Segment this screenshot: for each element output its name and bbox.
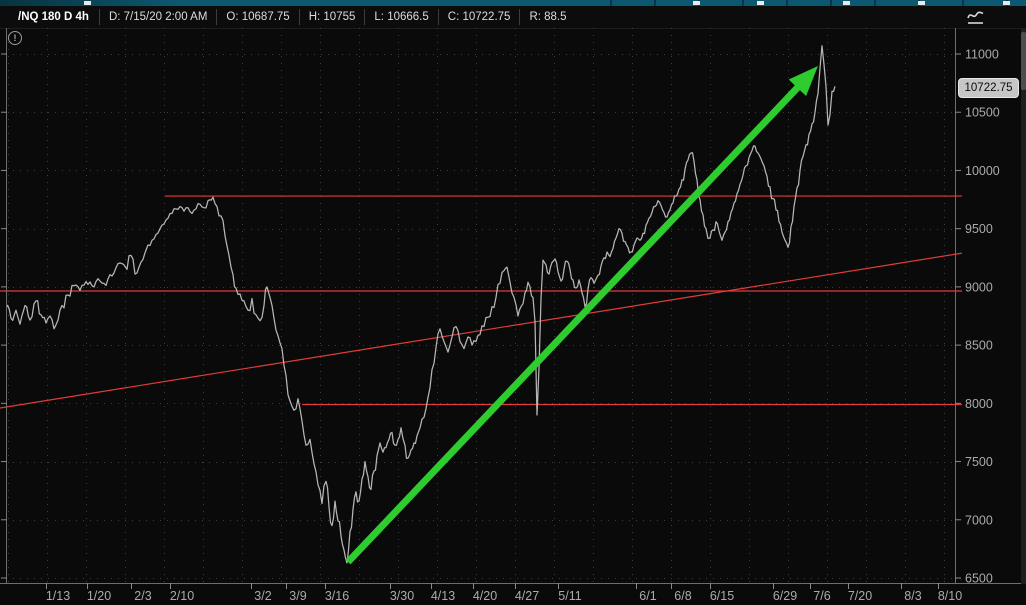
ohlc-readout: D: 7/15/20 2:00 AM O: 10687.75 H: 10755 L: … — [98, 9, 576, 25]
strip-separator — [830, 0, 832, 6]
date-tick-label: 1/13 — [46, 589, 70, 603]
ohlc-field: D: 7/15/20 2:00 AM — [98, 9, 216, 25]
price-tick-label: 8000 — [965, 397, 993, 411]
ohlc-field: O: 10687.75 — [216, 9, 298, 25]
strip-tab-mark — [1003, 1, 1010, 5]
price-tick-label: 11000 — [965, 48, 999, 62]
symbol-label: /NQ 180 D 4h — [18, 11, 89, 23]
scrollbar[interactable] — [1021, 28, 1026, 584]
date-tick-label: 1/20 — [87, 589, 111, 603]
price-tick-label: 9500 — [965, 222, 993, 236]
scrollbar-thumb[interactable] — [1021, 32, 1026, 90]
price-series-line — [7, 45, 836, 564]
date-tick-label: 6/1 — [639, 589, 656, 603]
price-tick-label: 10500 — [965, 106, 1000, 120]
date-tick-label: 3/30 — [390, 589, 414, 603]
date-tick-label: 3/9 — [289, 589, 306, 603]
time-axis[interactable]: 1/13 1/20 2/3 2/10 3/2 3/9 3/16 3/30 4/13 4/20 4/2… — [46, 583, 962, 603]
ohlc-field: C: 10722.75 — [437, 9, 520, 25]
strip-separator — [962, 0, 964, 6]
date-tick-label: 6/8 — [674, 589, 691, 603]
date-tick-label: 4/13 — [431, 589, 455, 603]
plot-borders — [0, 28, 1026, 584]
date-tick-label: 8/10 — [938, 589, 962, 603]
date-tick-label: 7/20 — [848, 589, 872, 603]
drawn-price-levels[interactable] — [0, 195, 963, 409]
date-tick-label: 7/6 — [813, 589, 830, 603]
price-tick-label: 6500 — [965, 572, 993, 586]
background-window-strip — [0, 0, 1026, 6]
price-axis[interactable]: 11000 10500 10000 9500 9000 8500 8000 7500 7000 6… — [1, 48, 1000, 586]
date-tick-label: 3/2 — [254, 589, 271, 603]
date-tick-label: 6/29 — [773, 589, 797, 603]
strip-tab-mark — [843, 1, 850, 5]
strip-tab-mark — [757, 1, 764, 5]
strip-separator — [874, 0, 876, 6]
date-tick-label: 8/3 — [904, 589, 921, 603]
ohlc-field: L: 10666.5 — [364, 9, 437, 25]
price-tick-label: 8500 — [965, 339, 993, 353]
date-tick-label: 6/15 — [710, 589, 734, 603]
ohlc-field: H: 10755 — [298, 9, 365, 25]
price-tick-label: 7500 — [965, 455, 993, 469]
date-tick-label: 3/16 — [325, 589, 349, 603]
ohlc-field: R: 88.5 — [519, 9, 575, 25]
date-tick-label: 2/3 — [134, 589, 151, 603]
date-tick-label: 5/11 — [558, 589, 581, 603]
strip-separator — [610, 0, 612, 6]
strip-tab-mark — [693, 1, 700, 5]
strip-tab-mark — [84, 1, 91, 5]
chart-header: /NQ 180 D 4h D: 7/15/20 2:00 AM O: 10687.… — [0, 6, 1026, 29]
green-arrow-annotation[interactable] — [345, 66, 818, 565]
strip-separator — [654, 0, 656, 6]
strip-separator — [742, 0, 744, 6]
price-tick-label: 10000 — [965, 164, 1000, 178]
gridlines — [6, 28, 955, 583]
info-icon[interactable]: ! — [8, 31, 22, 45]
strip-separator — [786, 0, 788, 6]
date-tick-label: 4/20 — [473, 589, 497, 603]
price-tick-label: 7000 — [965, 513, 993, 527]
last-price-bubble: 10722.75 — [958, 78, 1019, 98]
date-tick-label: 2/10 — [170, 589, 194, 603]
date-tick-label: 4/27 — [515, 589, 539, 603]
strip-tab-mark — [918, 1, 925, 5]
line-chart-style-icon[interactable] — [965, 7, 986, 27]
price-tick-label: 9000 — [965, 280, 993, 294]
